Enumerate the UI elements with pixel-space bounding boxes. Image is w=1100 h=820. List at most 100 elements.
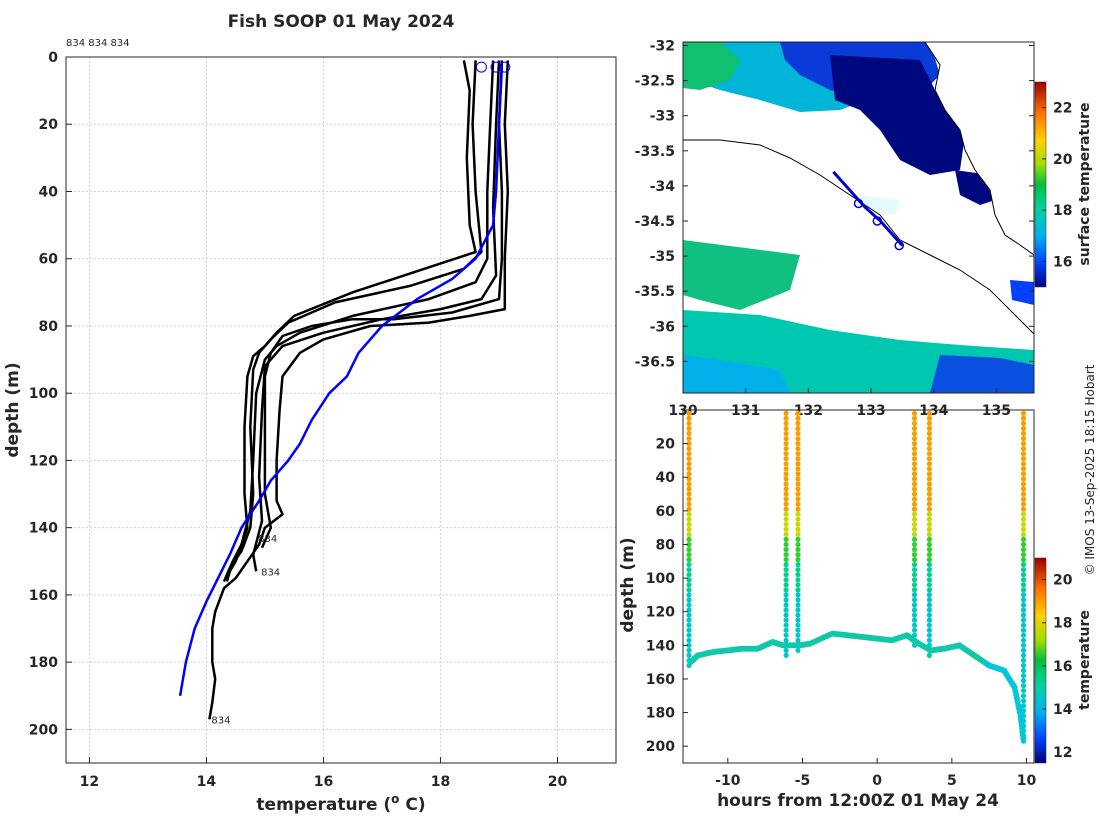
cast-point <box>1020 622 1027 628</box>
cast-point <box>1020 693 1027 699</box>
cast-point <box>795 582 801 588</box>
x-tick-label: 20 <box>548 774 568 790</box>
cast-point <box>795 622 801 628</box>
y-tick-label: 120 <box>29 453 58 469</box>
cast-point <box>926 481 933 487</box>
cast-point <box>926 415 933 421</box>
cast-point <box>795 597 801 603</box>
cast-point <box>1020 491 1027 497</box>
profile-grid <box>66 56 616 763</box>
cast-point <box>783 461 789 467</box>
surface-marker <box>499 61 511 73</box>
cast-point <box>926 627 933 633</box>
cast-point <box>783 511 789 517</box>
lat-tick-label: -34 <box>650 179 676 195</box>
cast-point <box>686 531 692 538</box>
cast-point <box>926 491 933 497</box>
x-tick-label: 18 <box>431 774 450 790</box>
temp-cb-label: 14 <box>1053 702 1073 718</box>
cast-point <box>783 592 789 598</box>
lat-tick-label: -32.5 <box>635 74 675 90</box>
cast-point <box>1020 637 1027 643</box>
cast-point <box>795 496 801 502</box>
cast-point <box>795 546 801 553</box>
lat-tick-label: -34.5 <box>635 214 675 230</box>
cast-point <box>1020 536 1027 543</box>
cast-point <box>795 511 801 517</box>
cast-point <box>1020 511 1027 517</box>
cast-point <box>926 496 933 502</box>
cast-point <box>1020 698 1027 704</box>
coastline <box>924 42 1034 256</box>
cast-point <box>795 415 801 421</box>
cast-point <box>783 572 789 578</box>
y-tick-label: 100 <box>29 386 58 402</box>
cast-point <box>926 451 933 457</box>
cast-point <box>783 516 789 522</box>
cast-point <box>783 410 789 416</box>
cast-point <box>911 531 918 538</box>
cast-point <box>926 557 933 563</box>
cast-point <box>911 496 918 502</box>
cast-point <box>926 552 933 558</box>
y-tick-label: 160 <box>29 588 58 604</box>
cast-point <box>686 466 692 472</box>
temp-colorbar <box>1034 557 1047 764</box>
y-tick-label: 80 <box>39 319 59 335</box>
cast-point <box>926 420 933 426</box>
cast-point <box>783 521 789 527</box>
cast-point <box>1020 703 1027 709</box>
cast-point <box>783 541 789 548</box>
lat-tick-label: -36 <box>650 319 675 335</box>
cast-point <box>795 501 801 507</box>
sst-patch-green-w <box>683 240 800 310</box>
cast-point <box>795 602 801 608</box>
cast-point <box>1020 526 1027 532</box>
cast-point <box>783 420 789 426</box>
cast-point <box>783 632 789 638</box>
cast-point <box>911 471 918 477</box>
cast-point <box>686 420 692 426</box>
cast-point <box>686 552 692 558</box>
cast-point <box>795 637 801 643</box>
cast-point <box>795 617 801 623</box>
cast-point <box>1020 415 1027 421</box>
cast-point <box>686 496 692 502</box>
cast-point <box>1020 471 1027 477</box>
cast-point <box>911 451 918 457</box>
cast-point <box>911 461 918 467</box>
cast-point <box>783 557 789 563</box>
cast-point <box>795 430 801 437</box>
bottom-trace-point <box>1020 735 1027 741</box>
sst-patch-coldest <box>830 55 965 175</box>
cast-y-tick-label: 180 <box>646 706 675 722</box>
cast-point <box>926 541 933 548</box>
track-marker <box>872 216 883 226</box>
cast-point <box>911 425 918 432</box>
cast-x-axis-label: hours from 12:00Z 01 May 24 <box>717 791 999 811</box>
cast-point <box>783 531 789 538</box>
cast-point <box>926 441 933 447</box>
cast-point <box>686 430 692 437</box>
sst-patch-cold-se <box>1010 280 1034 305</box>
cast-point <box>926 587 933 593</box>
cast-point <box>686 622 692 628</box>
cast-point <box>795 476 801 482</box>
cast-point <box>686 436 692 442</box>
cast-point <box>911 521 918 527</box>
shelf-break-contour <box>683 139 1034 335</box>
series-profile-3 <box>225 60 495 576</box>
cast-point <box>1020 673 1027 679</box>
cast-point <box>783 562 789 568</box>
y-tick-label: 180 <box>29 655 58 671</box>
cast-point <box>795 557 801 563</box>
cast-point <box>795 536 801 543</box>
cast-point <box>926 506 933 512</box>
series-mean-profile <box>178 67 504 697</box>
cast-point <box>926 562 933 568</box>
cast-point <box>911 436 918 442</box>
track-marker <box>894 240 904 251</box>
y-axis-label: depth (m) <box>3 362 23 457</box>
cast-point <box>783 597 789 603</box>
sst-cb-label: 18 <box>1053 203 1072 219</box>
